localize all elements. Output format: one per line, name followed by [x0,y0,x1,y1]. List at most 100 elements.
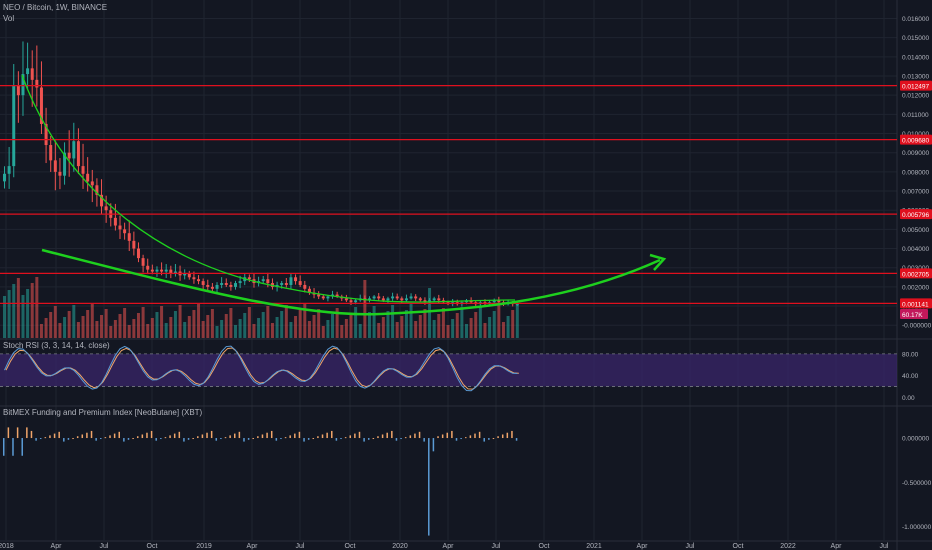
candle-body [224,283,228,285]
volume-bar [294,316,298,338]
candle-body [53,160,57,172]
volume-bar [155,312,159,338]
time-tick-label: 2020 [392,543,408,550]
funding-bar [63,438,65,442]
volume-bar [132,319,136,338]
volume-bar [307,321,311,338]
funding-bar [127,438,130,440]
candle-body [344,298,348,301]
funding-bar [58,431,60,439]
volume-bar [506,316,510,338]
volume-bar [266,306,270,338]
volume-bar [220,320,224,338]
candle-body [21,74,25,96]
candle-body [326,296,330,299]
funding-bar [7,427,10,439]
funding-bar [284,437,287,439]
price-tick-label: 0.005000 [902,227,929,234]
stoch-d-line [5,347,519,390]
volume-bar [312,315,316,338]
volume-bar [340,325,344,338]
candle-body [164,269,168,272]
funding-tick-label: -1.000000 [902,524,932,531]
volume-bar [63,317,67,338]
volume-bar [418,315,422,338]
candle-body [192,277,196,280]
volume-bar [169,317,173,338]
funding-bar [326,432,328,439]
candle-body [26,68,30,75]
candle-body [160,269,164,272]
volume-bar [39,324,43,338]
time-tick-label: Oct [733,543,744,550]
volume-bar [12,284,16,338]
volume-bar [58,323,62,338]
volume-bar [446,325,450,338]
price-tick-label: 0.016000 [902,16,929,23]
candle-body [183,273,187,276]
price-tick-label: 0.009000 [902,150,929,157]
funding-bar [317,436,319,439]
volume-bar [141,307,145,338]
candle-body [400,298,404,301]
price-tick-label: 0.014000 [902,54,929,61]
funding-bar [238,431,241,439]
funding-bar [86,432,88,439]
volume-bar [331,314,335,338]
funding-bar [441,434,444,439]
funding-bar [30,430,33,439]
funding-bar [201,434,204,439]
funding-bar [386,432,388,439]
candle-body [220,283,224,285]
funding-bar [206,432,208,439]
funding-bar [307,438,310,440]
funding-tick-label: 0.000000 [902,436,929,443]
funding-bar [437,436,439,439]
bowl-curve-arrowhead [649,253,667,271]
funding-bar [501,434,504,439]
stoch-k-line [4,345,518,392]
funding-bar [252,438,254,440]
candle-body [321,296,325,299]
funding-pane [3,427,518,536]
stoch-rsi-label: Stoch RSI (3, 3, 14, 14, close) [3,341,110,350]
funding-bar [391,430,393,439]
candle-body [307,288,311,293]
funding-bar [81,434,84,439]
candle-body [377,296,381,299]
candle-body [136,248,140,259]
candle-body [210,286,214,289]
stoch-tick-label: 40.00 [902,373,919,380]
funding-bar [12,438,14,456]
funding-bar [432,438,435,452]
candle-body [169,269,173,274]
funding-bar [132,438,134,440]
funding-bar [192,438,194,440]
volume-bar [404,310,408,338]
candle-body [86,173,90,182]
volume-bar [414,321,418,338]
funding-bar [497,436,499,439]
candle-body [16,85,20,96]
funding-bar [257,436,259,439]
level-badge-label: 0.009680 [902,138,929,145]
time-tick-label: Oct [147,543,158,550]
candle-body [515,304,519,306]
funding-bar [169,435,171,439]
volume-bar [298,310,302,338]
volume-bar [35,277,39,338]
funding-bar [220,438,222,440]
volume-bar [113,320,117,338]
funding-bar [414,433,416,439]
time-tick-label: Jul [492,543,501,550]
volume-bar [354,307,358,338]
funding-bar [492,438,495,440]
volume-bar [358,324,362,338]
candle-body [289,277,293,285]
candle-body [39,87,43,124]
funding-bar [16,427,19,439]
volume-bar [100,315,104,338]
candle-body [127,233,131,241]
volume-bar [289,322,293,338]
